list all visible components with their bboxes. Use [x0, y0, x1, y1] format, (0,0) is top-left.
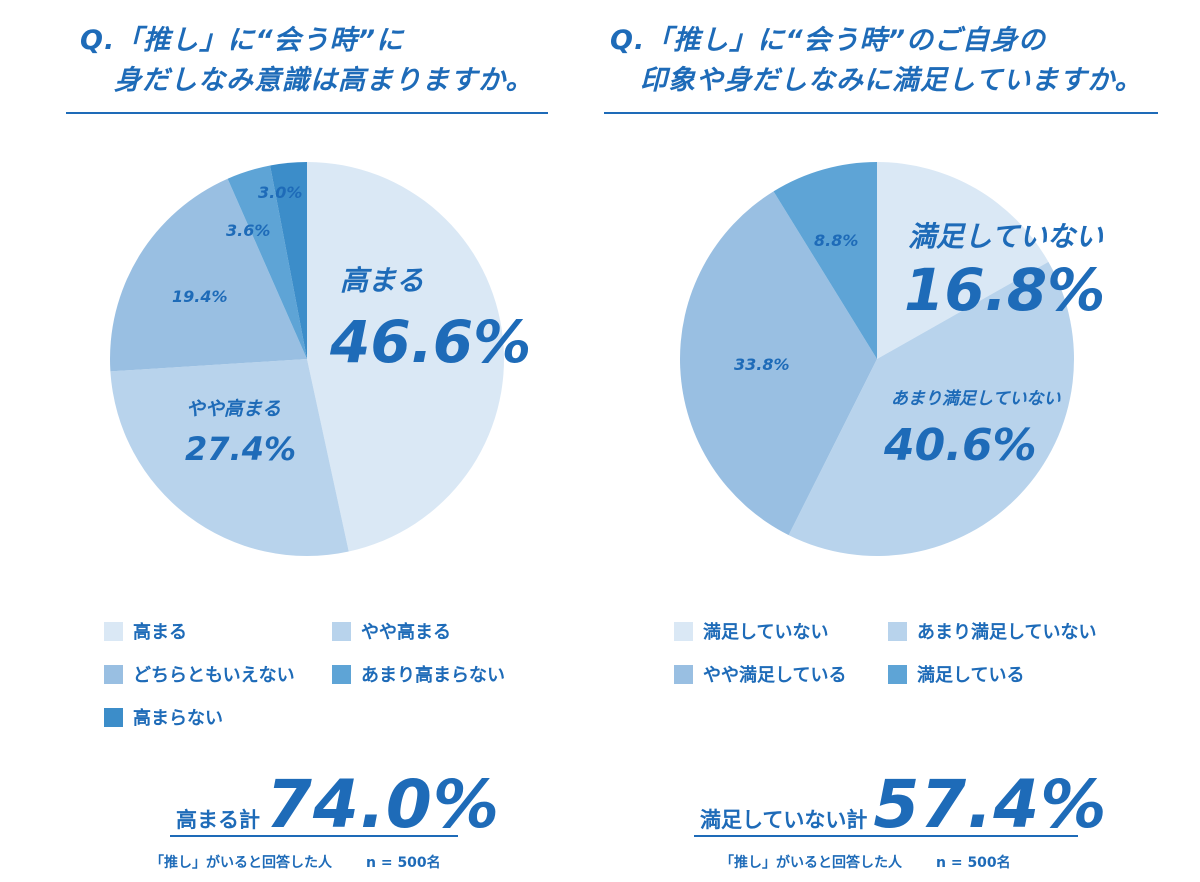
legend-swatch: [104, 707, 123, 727]
legend-label: やや満足している: [703, 665, 847, 686]
question-title-line1: Q.「推し」に“会う時”のご自身の: [610, 25, 1046, 56]
slice-value-yaya-manzoku: 33.8%: [734, 355, 790, 374]
respondent-note: 「推し」がいると回答した人: [720, 855, 902, 871]
pie-slice-5: [270, 162, 307, 359]
slice-value-manzoku: 8.8%: [814, 231, 858, 250]
total-summary: 高まる計 74.0%: [176, 766, 500, 843]
slice-value-takamaranai: 3.0%: [258, 183, 302, 202]
slice-value-dochira: 19.4%: [172, 287, 228, 306]
pie-slice-3: [109, 178, 307, 372]
legend-item-amari-takamaranai: あまり高まらない: [332, 662, 505, 686]
legend-swatch: [104, 621, 123, 641]
pie-slice-4: [227, 165, 307, 359]
total-underline: [694, 835, 1078, 837]
total-value: 57.4%: [873, 766, 1108, 843]
legend-swatch: [888, 621, 907, 641]
legend-label: 満足していない: [703, 622, 829, 643]
sample-note: 「推し」がいると回答した人 n = 500名: [720, 852, 1011, 872]
legend-label: 高まる: [133, 622, 187, 643]
total-label: 高まる計: [176, 808, 260, 832]
legend-swatch: [674, 621, 693, 641]
slice-label-amari-manzoku: あまり満足していない: [891, 389, 1061, 409]
slice-value-amari: 3.6%: [226, 221, 270, 240]
slice-value-manzoku-shiteinai: 16.8%: [904, 256, 1105, 324]
legend-swatch: [104, 664, 123, 684]
pie-slice-2: [788, 261, 1074, 556]
total-label: 満足していない計: [700, 808, 868, 832]
legend-label: どちらともいえない: [133, 665, 295, 686]
legend-label: 満足している: [917, 665, 1025, 686]
legend-label: あまり高まらない: [361, 665, 505, 686]
title-underline: [66, 112, 548, 114]
pie-chart-right: 満足していない 16.8% あまり満足していない 40.6% 33.8% 8.8…: [680, 162, 1105, 556]
question-title-line2: 身だしなみ意識は高まりますか。: [114, 65, 534, 96]
legend-item-dochira: どちらともいえない: [104, 662, 295, 686]
question-title-line1: Q.「推し」に“会う時”に: [80, 25, 404, 56]
pie-slice-3: [680, 191, 877, 536]
total-value: 74.0%: [266, 766, 500, 843]
legend-swatch: [332, 664, 351, 684]
sample-size: n = 500名: [366, 855, 441, 871]
slice-label-takamaru: 高まる: [340, 264, 424, 297]
legend-swatch: [332, 621, 351, 641]
legend-label: やや高まる: [361, 622, 451, 643]
chart-panel-right: Q.「推し」に“会う時”のご自身の 印象や身だしなみに満足していますか。 満足し…: [600, 0, 1200, 882]
pie-chart-left: 高まる 46.6% やや高まる 27.4% 19.4% 3.6% 3.0%: [109, 162, 531, 557]
legend-label: あまり満足していない: [917, 622, 1097, 643]
chart-panel-left: Q.「推し」に“会う時”に 身だしなみ意識は高まりますか。 高まる 46.6% …: [66, 25, 548, 872]
slice-value-yaya: 27.4%: [185, 430, 296, 468]
legend-label: 高まらない: [133, 708, 223, 729]
slice-label-yaya: やや高まる: [186, 398, 281, 420]
sample-note: 「推し」がいると回答した人 n = 500名: [150, 852, 441, 872]
legend-item-manzoku: 満足している: [888, 662, 1024, 686]
slice-value-amari-manzoku: 40.6%: [883, 420, 1037, 471]
legend-swatch: [674, 664, 693, 684]
legend-swatch: [888, 664, 907, 684]
pie-slice-2: [110, 359, 349, 557]
respondent-note: 「推し」がいると回答した人: [150, 855, 332, 871]
title-underline: [604, 112, 1158, 114]
legend-item-takamaranai: 高まらない: [104, 705, 223, 729]
legend-item-manzoku-shiteinai: 満足していない: [674, 619, 828, 643]
total-underline: [170, 835, 458, 837]
pie-slice-1: [877, 162, 1049, 359]
slice-value-takamaru: 46.6%: [329, 308, 531, 376]
legend-item-yaya-manzoku: やや満足している: [674, 662, 846, 686]
total-summary: 満足していない計 57.4%: [700, 766, 1107, 843]
question-title-line2: 印象や身だしなみに満足していますか。: [640, 65, 1143, 96]
legend-item-amari-manzoku: あまり満足していない: [888, 619, 1096, 643]
pie-slice-4: [773, 162, 877, 359]
legend-item-takamaru: 高まる: [104, 619, 187, 643]
legend-item-yaya-takamaru: やや高まる: [332, 619, 451, 643]
slice-label-manzoku-shiteinai: 満足していない: [908, 220, 1104, 253]
pie-slice-1: [307, 162, 505, 552]
sample-size: n = 500名: [936, 855, 1011, 871]
